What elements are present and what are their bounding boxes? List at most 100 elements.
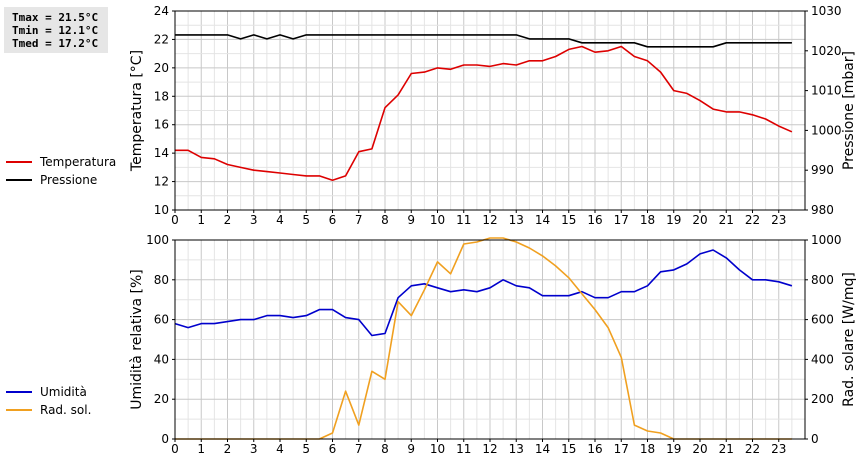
x-tick-label: 1 bbox=[197, 442, 205, 456]
y-left-tick-label: 16 bbox=[154, 118, 169, 132]
x-tick-label: 19 bbox=[666, 213, 681, 227]
x-tick-label: 15 bbox=[561, 442, 576, 456]
x-tick-label: 5 bbox=[302, 442, 310, 456]
y-right-tick-label: 980 bbox=[811, 203, 834, 217]
x-tick-label: 5 bbox=[302, 213, 310, 227]
x-tick-label: 17 bbox=[614, 442, 629, 456]
series-line-1-0 bbox=[174, 249, 793, 337]
legend-swatch bbox=[6, 179, 32, 181]
x-tick-label: 7 bbox=[355, 442, 363, 456]
x-tick-label: 3 bbox=[250, 442, 258, 456]
x-tick-label: 2 bbox=[224, 213, 232, 227]
y-left-tick-label: 22 bbox=[154, 32, 169, 46]
y-right-tick-label: 1010 bbox=[811, 84, 842, 98]
legend-item-temperatura: Temperatura bbox=[6, 153, 116, 171]
y-left-tick-label: 0 bbox=[161, 432, 169, 446]
x-tick-label: 18 bbox=[640, 442, 655, 456]
y-left-tick-label: 80 bbox=[154, 273, 169, 287]
series-line-0-1 bbox=[175, 34, 792, 48]
legend-swatch bbox=[6, 391, 32, 393]
x-tick-label: 11 bbox=[456, 213, 471, 227]
y-left-tick-label: 10 bbox=[154, 203, 169, 217]
tmed-text: Tmed = 17.2°C bbox=[12, 37, 99, 50]
y-right-tick-label: 1020 bbox=[811, 44, 842, 58]
legend-label: Rad. sol. bbox=[40, 403, 92, 417]
y-left-tick-label: 100 bbox=[146, 233, 169, 247]
y-left-axis-title: Temperatura [°C] bbox=[129, 50, 145, 172]
x-tick-label: 10 bbox=[430, 442, 445, 456]
x-tick-label: 14 bbox=[535, 442, 550, 456]
legend-top: Temperatura Pressione bbox=[6, 153, 116, 189]
x-tick-label: 2 bbox=[224, 442, 232, 456]
y-right-tick-label: 1000 bbox=[811, 233, 842, 247]
y-right-tick-label: 1030 bbox=[811, 4, 842, 18]
x-tick-label: 17 bbox=[614, 213, 629, 227]
x-tick-label: 3 bbox=[250, 213, 258, 227]
x-tick-label: 18 bbox=[640, 213, 655, 227]
legend-swatch bbox=[6, 161, 32, 163]
x-tick-label: 8 bbox=[381, 213, 389, 227]
series-line-0-0 bbox=[175, 45, 793, 181]
x-tick-label: 21 bbox=[719, 442, 734, 456]
x-tick-label: 22 bbox=[745, 442, 760, 456]
x-tick-label: 21 bbox=[719, 213, 734, 227]
y-left-tick-label: 14 bbox=[154, 146, 169, 160]
y-right-tick-label: 600 bbox=[811, 313, 834, 327]
x-tick-label: 6 bbox=[329, 442, 337, 456]
x-tick-label: 23 bbox=[771, 442, 786, 456]
x-tick-label: 10 bbox=[430, 213, 445, 227]
y-right-tick-label: 990 bbox=[811, 163, 834, 177]
x-tick-label: 22 bbox=[745, 213, 760, 227]
x-tick-label: 6 bbox=[329, 213, 337, 227]
stats-box: Tmax = 21.5°C Tmin = 12.1°C Tmed = 17.2°… bbox=[4, 7, 108, 53]
y-right-tick-label: 800 bbox=[811, 273, 834, 287]
y-right-axis-title: Rad. solare [W/mq] bbox=[841, 272, 857, 407]
x-tick-label: 13 bbox=[509, 213, 524, 227]
y-right-tick-label: 0 bbox=[811, 432, 819, 446]
y-left-tick-label: 20 bbox=[154, 392, 169, 406]
x-tick-label: 0 bbox=[171, 213, 179, 227]
x-tick-label: 23 bbox=[771, 213, 786, 227]
y-left-tick-label: 40 bbox=[154, 352, 169, 366]
x-tick-label: 11 bbox=[456, 442, 471, 456]
x-tick-label: 13 bbox=[509, 442, 524, 456]
x-tick-label: 12 bbox=[482, 213, 497, 227]
legend-item-umidita: Umidità bbox=[6, 383, 91, 401]
y-right-tick-label: 400 bbox=[811, 352, 834, 366]
x-tick-label: 19 bbox=[666, 442, 681, 456]
y-left-axis-title: Umidità relativa [%] bbox=[129, 269, 145, 410]
y-left-tick-label: 12 bbox=[154, 175, 169, 189]
y-left-tick-label: 24 bbox=[154, 4, 169, 18]
y-left-tick-label: 18 bbox=[154, 89, 169, 103]
y-right-axis-title: Pressione [mbar] bbox=[841, 51, 857, 170]
tmax-text: Tmax = 21.5°C bbox=[12, 11, 99, 24]
x-tick-label: 16 bbox=[587, 442, 602, 456]
x-tick-label: 7 bbox=[355, 213, 363, 227]
legend-label: Pressione bbox=[40, 173, 98, 187]
x-tick-label: 20 bbox=[692, 442, 707, 456]
legend-bottom: Umidità Rad. sol. bbox=[6, 383, 91, 419]
legend-label: Temperatura bbox=[40, 155, 117, 169]
x-tick-label: 1 bbox=[197, 213, 205, 227]
x-tick-label: 12 bbox=[482, 442, 497, 456]
legend-item-radsol: Rad. sol. bbox=[6, 401, 91, 419]
y-left-tick-label: 20 bbox=[154, 61, 169, 75]
x-tick-label: 8 bbox=[381, 442, 389, 456]
x-tick-label: 0 bbox=[171, 442, 179, 456]
x-tick-label: 9 bbox=[407, 442, 415, 456]
x-tick-label: 9 bbox=[407, 213, 415, 227]
y-right-tick-label: 1000 bbox=[811, 123, 842, 137]
y-left-tick-label: 60 bbox=[154, 313, 169, 327]
x-tick-label: 4 bbox=[276, 442, 284, 456]
legend-item-pressione: Pressione bbox=[6, 171, 116, 189]
legend-label: Umidità bbox=[40, 385, 87, 399]
x-tick-label: 15 bbox=[561, 213, 576, 227]
x-tick-label: 14 bbox=[535, 213, 550, 227]
y-right-tick-label: 200 bbox=[811, 392, 834, 406]
x-tick-label: 20 bbox=[692, 213, 707, 227]
legend-swatch bbox=[6, 409, 32, 411]
tmin-text: Tmin = 12.1°C bbox=[12, 24, 99, 37]
x-tick-label: 4 bbox=[276, 213, 284, 227]
x-tick-label: 16 bbox=[587, 213, 602, 227]
